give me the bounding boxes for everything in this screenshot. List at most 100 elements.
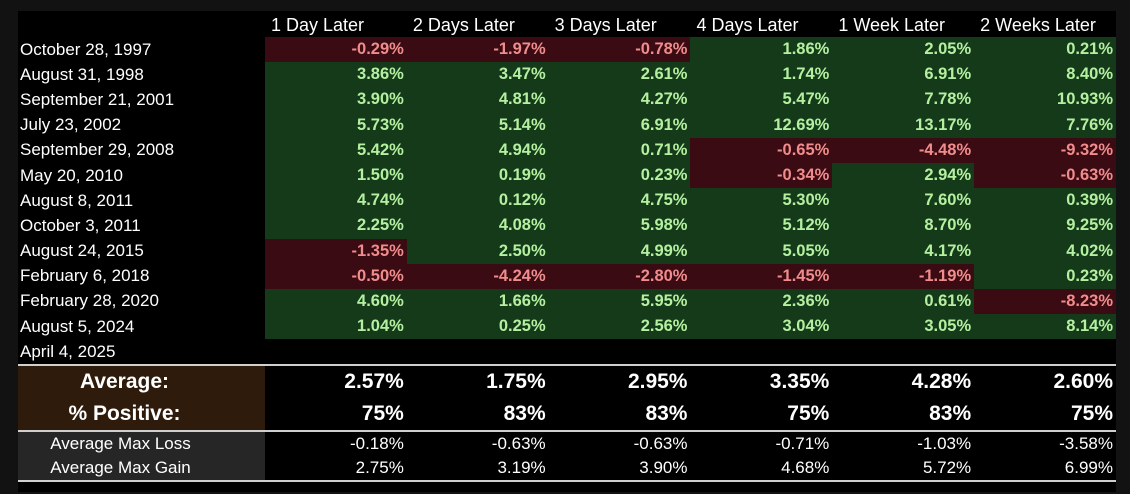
return-cell: 0.23%	[974, 263, 1116, 289]
stats-value: 5.72%	[832, 456, 975, 483]
return-cell: 6.91%	[832, 62, 975, 88]
summary-value: 1.75%	[406, 364, 549, 399]
stats-label: Average Max Gain	[18, 456, 265, 483]
table-row: May 20, 2010 1.50% 0.19% 0.23% -0.34% 2.94% -0…	[18, 162, 1116, 189]
row-date: August 31, 1998	[20, 64, 144, 84]
returns-table: 1 Day Later 2 Days Later 3 Days Later 4 …	[18, 11, 1116, 483]
summary-value: 2.60%	[974, 364, 1116, 399]
row-date: April 4, 2025	[20, 341, 116, 361]
return-cell: 5.73%	[265, 112, 407, 138]
return-cell: 5.12%	[690, 213, 833, 239]
table-row: October 3, 2011 2.25% 4.08% 5.98% 5.12% 8.70%…	[18, 213, 1116, 239]
return-cell: 2.94%	[832, 162, 975, 189]
return-cell: 5.98%	[548, 213, 691, 239]
row-date: August 24, 2015	[20, 241, 144, 261]
summary-value: 75%	[361, 402, 404, 426]
return-cell: 4.02%	[974, 238, 1116, 264]
stats-row: Average Max Loss -0.18% -0.63% -0.63% -0.71%…	[18, 430, 1116, 457]
return-cell: 0.21%	[974, 37, 1116, 63]
return-cell: -1.97%	[406, 37, 549, 63]
stats-value: -0.63%	[406, 430, 549, 457]
return-cell: 4.17%	[832, 238, 975, 264]
stats-value: 6.99%	[974, 456, 1116, 483]
row-date: August 8, 2011	[20, 190, 134, 210]
summary-body: Average: 2.57% 1.75% 2.95% 3.35% 4.28% 2.60%% …	[18, 364, 1116, 432]
stats-value: 2.75%	[265, 456, 407, 483]
table-row: July 23, 2002 5.73% 5.14% 6.91% 12.69% 13.17%…	[18, 112, 1116, 138]
summary-value: 2.95%	[548, 364, 691, 399]
return-cell: -1.45%	[690, 263, 833, 289]
table-row: August 31, 1998 3.86% 3.47% 2.61% 1.74% 6.91%…	[18, 62, 1116, 88]
row-date: August 5, 2024	[20, 316, 135, 336]
stats-body: Average Max Loss -0.18% -0.63% -0.63% -0.71%…	[18, 430, 1116, 483]
stats-value: -0.71%	[690, 430, 833, 457]
stats-value: -0.18%	[265, 430, 407, 457]
return-cell: -4.48%	[832, 137, 975, 163]
table-row: September 21, 2001 3.90% 4.81% 4.27% 5.47% 7.…	[18, 87, 1116, 113]
header-corner	[18, 11, 265, 37]
return-cell: 5.05%	[690, 238, 833, 264]
return-cell: 4.08%	[406, 213, 549, 239]
summary-value: 3.35%	[690, 364, 833, 399]
return-cell: -9.32%	[974, 137, 1116, 163]
return-cell: -0.65%	[690, 137, 833, 163]
return-cell: -1.35%	[265, 238, 407, 264]
return-cell: 13.17%	[832, 112, 975, 138]
return-cell: 4.27%	[548, 87, 691, 113]
return-cell	[974, 339, 1116, 366]
return-cell	[832, 339, 975, 366]
return-cell: -0.50%	[265, 263, 407, 289]
row-date: February 28, 2020	[20, 291, 159, 311]
row-date: September 29, 2008	[20, 140, 175, 160]
return-cell: 10.93%	[974, 87, 1116, 113]
return-cell: -2.80%	[548, 263, 691, 289]
stats-value: 3.19%	[406, 456, 549, 483]
row-date: September 21, 2001	[20, 89, 175, 109]
return-cell: 6.91%	[548, 112, 691, 138]
return-cell: 8.40%	[974, 62, 1116, 88]
return-cell: 7.60%	[832, 188, 975, 214]
table-row: August 8, 2011 4.74% 0.12% 4.75% 5.30% 7.60% 0…	[18, 188, 1116, 214]
return-cell: 5.47%	[690, 87, 833, 113]
summary-value: 2.57%	[265, 364, 407, 399]
return-cell: 1.04%	[265, 314, 407, 340]
return-cell: 2.25%	[265, 213, 407, 239]
return-cell: 0.39%	[974, 188, 1116, 214]
return-cell: 4.81%	[406, 87, 549, 113]
table-row: April 4, 2025	[18, 339, 1116, 366]
stats-value: 4.68%	[690, 456, 833, 483]
return-cell: 3.47%	[406, 62, 549, 88]
return-cell: 1.50%	[265, 162, 407, 189]
stats-value: -1.03%	[832, 430, 975, 457]
return-cell: 2.50%	[406, 238, 549, 264]
return-cell: 5.42%	[265, 137, 407, 163]
return-cell: 12.69%	[690, 112, 833, 138]
table-row: February 28, 2020 4.60% 1.66% 5.95% 2.36% 0.6…	[18, 288, 1116, 315]
header-4-days: 4 Days Later	[696, 15, 799, 35]
return-cell: 3.90%	[265, 87, 407, 113]
return-cell: 9.25%	[974, 213, 1116, 239]
return-cell: 0.23%	[548, 162, 691, 189]
header-row: 1 Day Later 2 Days Later 3 Days Later 4 …	[18, 11, 1116, 37]
returns-table-panel: 1 Day Later 2 Days Later 3 Days Later 4 …	[18, 11, 1116, 492]
return-cell: -0.29%	[265, 37, 407, 63]
return-cell: 1.74%	[690, 62, 833, 88]
return-cell: 4.74%	[265, 188, 407, 214]
stats-row: Average Max Gain 2.75% 3.19% 3.90% 4.68% 5.72…	[18, 456, 1116, 483]
return-cell: 2.05%	[832, 37, 975, 63]
header-1-day: 1 Day Later	[271, 15, 365, 35]
header-2-weeks: 2 Weeks Later	[980, 15, 1096, 35]
summary-value: 83%	[503, 402, 546, 426]
row-date: October 3, 2011	[20, 215, 141, 235]
return-cell: 3.05%	[832, 314, 975, 340]
stats-value: 3.90%	[548, 456, 691, 483]
summary-value: 83%	[929, 402, 972, 426]
return-cell: 0.61%	[832, 288, 975, 315]
return-cell: 3.04%	[690, 314, 833, 340]
return-cell: 0.19%	[406, 162, 549, 189]
returns-body: October 28, 1997 -0.29% -1.97% -0.78% 1.86% 2…	[18, 37, 1116, 366]
stats-value: -3.58%	[974, 430, 1116, 457]
return-cell: 4.60%	[265, 288, 407, 315]
return-cell: 7.78%	[832, 87, 975, 113]
